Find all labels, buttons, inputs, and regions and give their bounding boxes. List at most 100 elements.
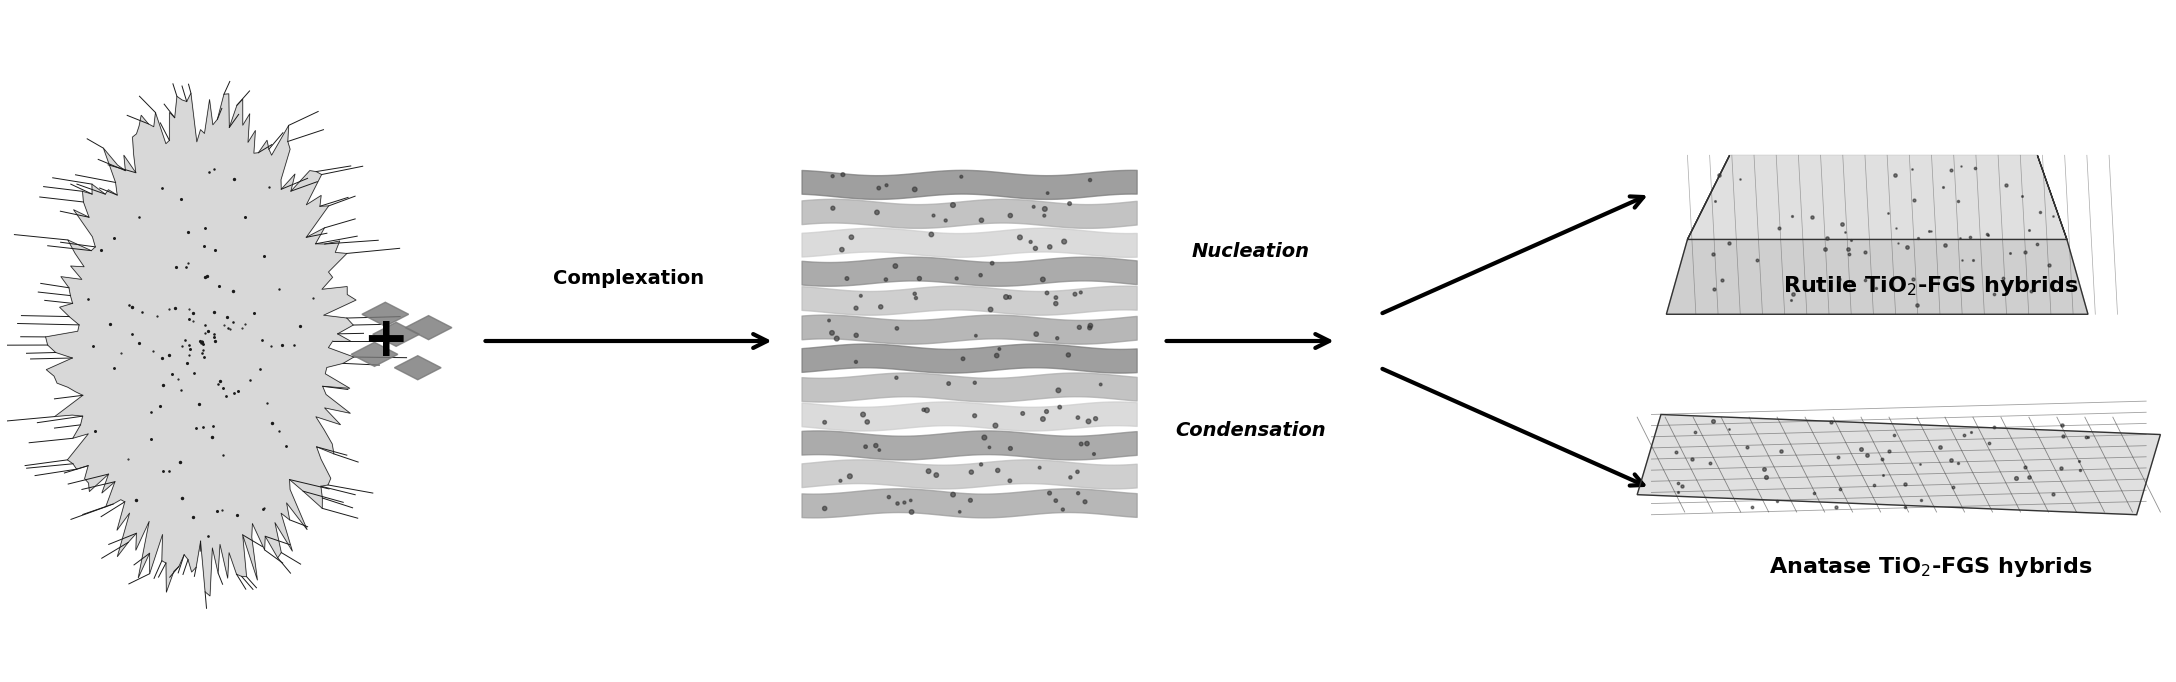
Point xyxy=(1031,241,1066,252)
Polygon shape xyxy=(1667,239,2089,314)
Point xyxy=(1064,287,1099,298)
Point xyxy=(1060,412,1095,423)
Point xyxy=(905,404,940,415)
Point xyxy=(947,353,981,364)
Point xyxy=(833,471,868,481)
Point xyxy=(1018,329,1053,340)
Point xyxy=(879,498,914,509)
Point xyxy=(1077,413,1112,424)
Point xyxy=(838,303,873,314)
Point xyxy=(894,507,929,518)
Point xyxy=(879,323,914,334)
Point xyxy=(914,229,949,240)
Point xyxy=(838,357,873,368)
Point xyxy=(1053,472,1088,483)
Point xyxy=(966,432,1001,443)
Point xyxy=(838,330,873,341)
Text: Complexation: Complexation xyxy=(553,269,705,288)
Point xyxy=(894,495,929,506)
Point xyxy=(1016,201,1051,212)
Point xyxy=(833,232,868,243)
Point xyxy=(1058,288,1092,299)
Point xyxy=(992,475,1027,486)
Point xyxy=(977,420,1012,431)
Point xyxy=(953,466,988,477)
Point xyxy=(1062,322,1097,333)
Point xyxy=(1014,237,1049,248)
Text: +: + xyxy=(361,314,409,368)
Point xyxy=(918,470,953,481)
Point xyxy=(992,443,1027,454)
Point xyxy=(1073,323,1108,333)
Point xyxy=(849,441,883,452)
Point xyxy=(846,409,881,420)
Point xyxy=(862,183,897,194)
Point xyxy=(988,292,1023,303)
Point xyxy=(957,411,992,421)
Point xyxy=(964,459,999,470)
Point xyxy=(1040,385,1075,396)
Polygon shape xyxy=(1686,155,2067,239)
Point xyxy=(964,269,999,280)
Point xyxy=(1027,210,1062,221)
Point xyxy=(973,442,1007,453)
Point xyxy=(957,330,992,341)
Text: Nucleation: Nucleation xyxy=(1190,242,1310,261)
Point xyxy=(936,489,970,500)
Point xyxy=(944,171,979,182)
Point xyxy=(1038,292,1073,303)
Point xyxy=(1051,349,1086,360)
Point xyxy=(862,445,897,456)
Point xyxy=(992,292,1027,303)
Point xyxy=(981,465,1016,476)
Point xyxy=(1077,449,1112,460)
Point xyxy=(816,170,851,181)
Point xyxy=(1060,488,1095,499)
Point xyxy=(868,180,903,191)
Point xyxy=(1027,203,1062,214)
Point xyxy=(940,273,975,284)
Point xyxy=(1053,198,1088,209)
Point xyxy=(829,273,864,284)
Point xyxy=(1044,504,1079,515)
Point xyxy=(910,404,944,415)
Point xyxy=(1029,406,1064,417)
Point xyxy=(1025,413,1060,424)
Point xyxy=(973,304,1007,315)
Point xyxy=(1023,462,1058,473)
Point xyxy=(936,200,970,211)
Point xyxy=(897,184,931,195)
Polygon shape xyxy=(1636,415,2161,515)
Point xyxy=(823,475,857,486)
Text: Rutile TiO$_2$-FGS hybrids: Rutile TiO$_2$-FGS hybrids xyxy=(1784,274,2078,298)
Point xyxy=(807,417,842,428)
Polygon shape xyxy=(372,323,420,346)
Polygon shape xyxy=(350,342,398,366)
Point xyxy=(981,344,1016,355)
Polygon shape xyxy=(394,356,442,380)
Point xyxy=(807,503,842,514)
Point xyxy=(814,327,849,338)
Point xyxy=(868,274,903,285)
Point xyxy=(1005,408,1040,419)
Point xyxy=(812,315,846,326)
Point xyxy=(1073,320,1108,331)
Point xyxy=(897,288,931,299)
Point xyxy=(820,333,855,344)
Point xyxy=(912,466,947,477)
Point xyxy=(942,506,977,517)
Point xyxy=(916,210,951,221)
Point xyxy=(1025,274,1060,285)
Point xyxy=(899,293,934,303)
Point xyxy=(1042,402,1077,413)
Point xyxy=(877,261,912,271)
Point xyxy=(1071,416,1105,427)
Point xyxy=(1073,175,1108,186)
Point xyxy=(1031,488,1066,499)
Point xyxy=(992,210,1027,221)
Point xyxy=(816,203,851,213)
Point xyxy=(870,492,905,503)
Text: Condensation: Condensation xyxy=(1175,421,1325,440)
Point xyxy=(879,372,914,383)
Point xyxy=(860,440,894,451)
